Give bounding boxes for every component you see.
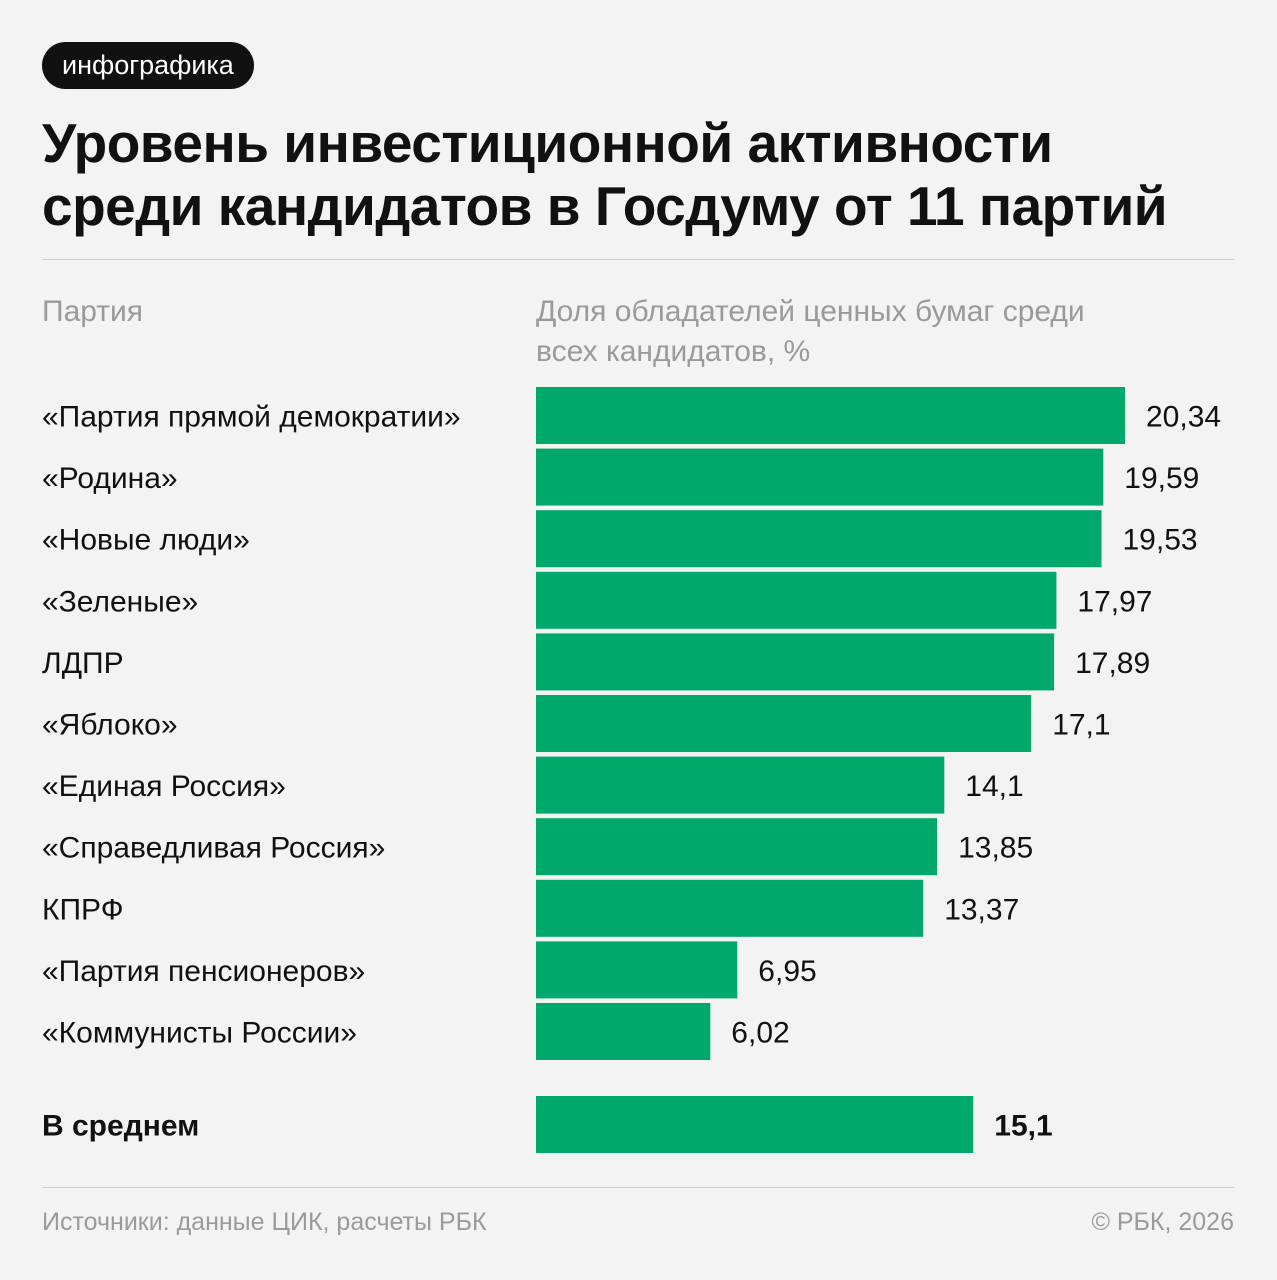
top-divider [42,259,1234,260]
bar-9 [536,941,738,999]
value-label-4: 17,89 [1075,647,1150,680]
value-column-header: Доля обладателей ценных бумаг среди всех… [536,292,1196,372]
bar-0 [536,387,1125,444]
category-label-6: «Единая Россия» [42,770,286,803]
category-label-5: «Яблоко» [42,709,178,742]
bar-5 [536,695,1032,752]
average-bar [536,1096,974,1153]
value-label-7: 13,85 [958,832,1033,865]
category-label-1: «Родина» [42,462,178,495]
value-label-9: 6,95 [758,955,816,988]
value-label-10: 6,02 [731,1017,789,1050]
category-label-2: «Новые люди» [42,524,250,557]
average-value-label: 15,1 [994,1110,1052,1143]
value-column-header-line-2: всех кандидатов, % [536,335,811,368]
bottom-divider [42,1187,1234,1188]
bar-2 [536,510,1102,568]
category-label-4: ЛДПР [42,647,124,680]
average-label: В среднем [42,1110,199,1143]
chart-title-line-1: Уровень инвестиционной активности [42,112,1053,174]
bar-10 [536,1003,711,1060]
value-label-5: 17,1 [1052,709,1110,742]
category-label-3: «Зеленые» [42,585,198,618]
category-label-9: «Партия пенсионеров» [42,955,365,988]
value-label-6: 14,1 [965,770,1023,803]
bar-4 [536,633,1055,691]
copyright-note: © РБК, 2026 [1091,1208,1234,1236]
chart-title-line-2: среди кандидатов в Госдуму от 11 партий [42,175,1168,237]
bar-3 [536,571,1057,629]
value-label-8: 13,37 [944,893,1019,926]
value-column-header-line-1: Доля обладателей ценных бумаг среди [536,295,1085,328]
party-column-header: Партия [42,295,144,328]
bar-6 [536,756,945,814]
value-label-0: 20,34 [1146,401,1221,434]
category-label-0: «Партия прямой демократии» [42,401,461,434]
chart-title: Уровень инвестиционной активности среди … [42,112,1242,238]
value-label-3: 17,97 [1077,585,1152,618]
bar-7 [536,818,938,876]
source-note: Источники: данные ЦИК, расчеты РБК [42,1208,487,1236]
value-label-1: 19,59 [1124,462,1199,495]
infographic-badge: инфографика [42,42,254,89]
bar-1 [536,448,1104,506]
bar-8 [536,879,924,937]
category-label-7: «Справедливая Россия» [42,832,385,865]
category-label-10: «Коммунисты России» [42,1017,357,1050]
value-label-2: 19,53 [1123,524,1198,557]
category-label-8: КПРФ [42,893,124,926]
